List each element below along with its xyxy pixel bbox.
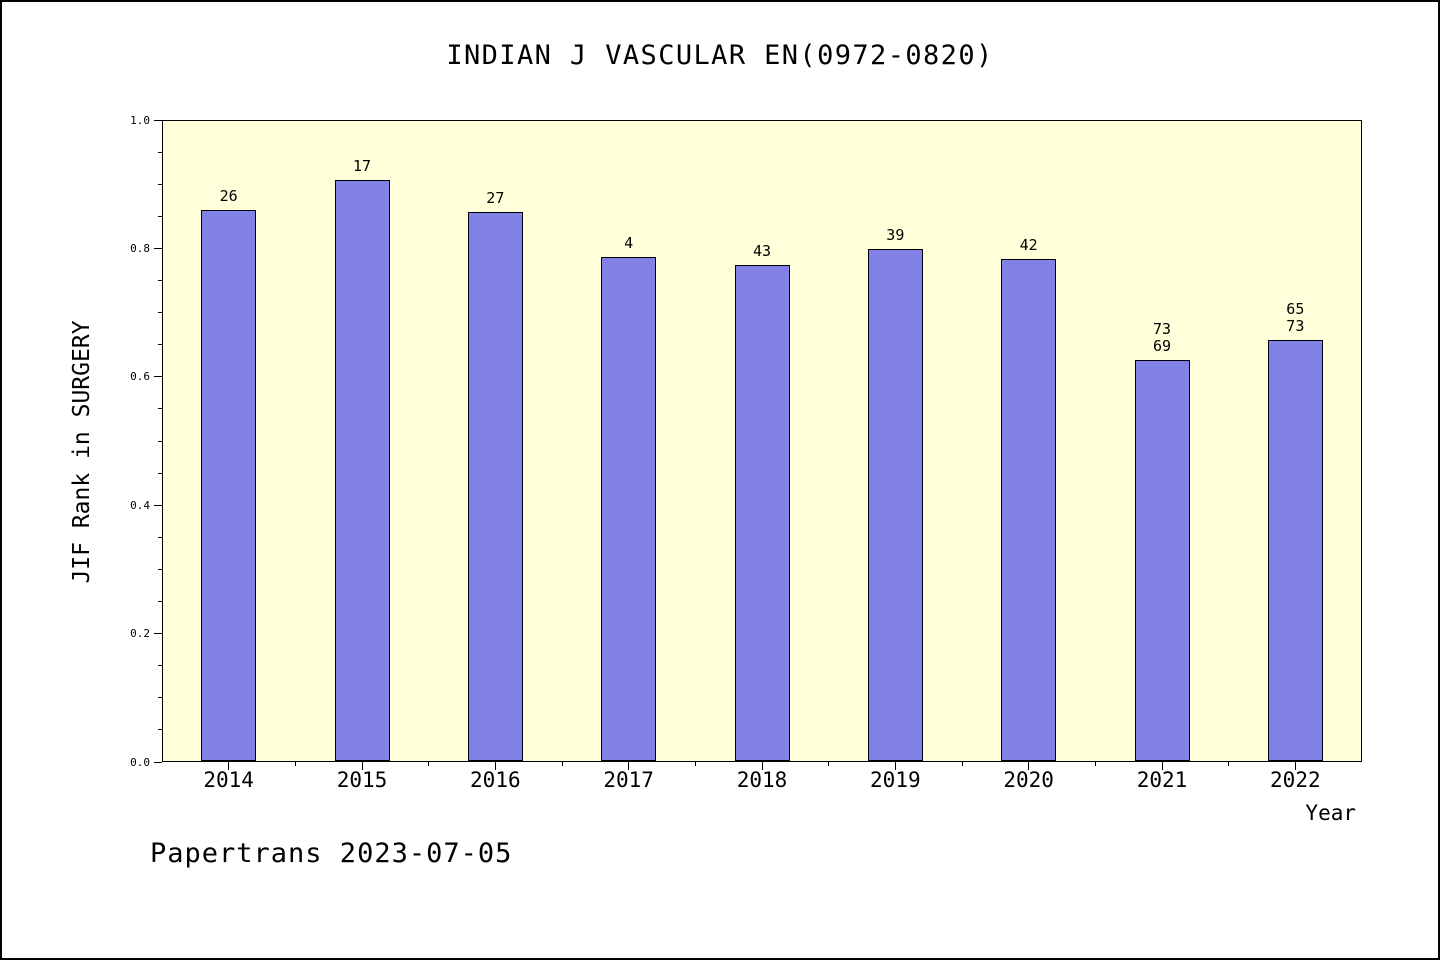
x-axis-tick-label: 2018: [736, 768, 788, 792]
y-axis-tick-label: 0.2: [130, 627, 150, 641]
bar-value-label: 73: [1286, 317, 1305, 336]
y-axis-major-tick: [154, 761, 162, 763]
y-axis-tick-label: 1.0: [130, 113, 150, 127]
x-axis-minor-tick: [561, 762, 563, 766]
bar-value-label: 17: [352, 156, 372, 175]
x-axis-major-tick: [494, 762, 496, 770]
bar: [201, 209, 257, 761]
bar-value-label: 42: [1019, 236, 1038, 255]
x-axis-tick-label: 2016: [470, 768, 521, 792]
x-axis-label: Year: [1305, 801, 1356, 825]
x-axis-major-tick: [1161, 762, 1163, 770]
x-axis-minor-tick: [694, 762, 696, 766]
y-axis-minor-tick: [158, 183, 162, 185]
x-axis-minor-tick: [428, 762, 430, 766]
y-axis-major-tick: [154, 633, 162, 635]
x-axis-minor-tick: [1094, 762, 1096, 766]
bar: [601, 257, 657, 761]
watermark-date: Papertrans 2023-07-05: [150, 838, 513, 869]
y-axis-minor-tick: [158, 440, 162, 442]
x-axis-major-tick: [361, 762, 363, 770]
y-axis-minor-tick: [158, 344, 162, 346]
y-axis-major-tick: [154, 247, 162, 249]
y-axis-major-tick: [154, 376, 162, 378]
chart-title: INDIAN J VASCULAR EN(0972-0820): [446, 40, 994, 71]
bar: [734, 265, 790, 761]
y-axis-minor-tick: [158, 697, 162, 699]
x-axis-tick-label: 2019: [870, 768, 921, 792]
bar-value-label: 27: [486, 188, 505, 207]
y-axis-minor-tick: [158, 665, 162, 667]
y-axis-minor-tick: [158, 215, 162, 217]
y-axis-minor-tick: [158, 280, 162, 281]
x-axis-minor-tick: [1228, 762, 1230, 766]
y-axis-tick-label: 0.0: [130, 755, 150, 769]
y-axis-tick-label: 0.8: [130, 241, 150, 255]
x-axis-major-tick: [894, 762, 896, 770]
x-axis-major-tick: [1028, 762, 1030, 770]
bar-value-label: 26: [219, 186, 238, 205]
y-axis-major-tick: [154, 119, 162, 121]
x-axis-tick-label: 2021: [1136, 768, 1188, 792]
y-axis-tick-label: 0.6: [130, 370, 150, 384]
x-axis-tick-label: 2020: [1003, 768, 1054, 792]
bar: [1134, 360, 1190, 761]
y-axis-major-tick: [154, 504, 162, 506]
x-axis-minor-tick: [961, 762, 963, 766]
bar-value-label: 65: [1286, 300, 1305, 319]
x-axis-tick-label: 2022: [1270, 768, 1321, 792]
bar: [1001, 259, 1057, 761]
x-axis-minor-tick: [828, 762, 830, 766]
x-axis-minor-tick: [294, 762, 296, 766]
bar-value-label: 43: [752, 242, 772, 261]
y-axis-minor-tick: [158, 408, 162, 410]
bar-value-label: 4: [624, 234, 634, 253]
bar: [334, 179, 390, 761]
x-axis-major-tick: [228, 762, 230, 770]
x-axis-tick-label: 2017: [603, 768, 654, 792]
x-axis-major-tick: [628, 762, 630, 770]
x-axis-major-tick: [761, 762, 763, 770]
y-axis-minor-tick: [158, 536, 162, 538]
bar-value-label: 69: [1152, 337, 1172, 356]
bar: [467, 211, 523, 761]
y-axis-label: JIF Rank in SURGERY: [69, 320, 95, 584]
bar: [867, 249, 923, 761]
y-axis-minor-tick: [158, 472, 162, 474]
y-axis-minor-tick: [158, 568, 162, 570]
x-axis-major-tick: [1294, 762, 1296, 770]
bar-value-label: 39: [886, 226, 905, 245]
bar: [1267, 340, 1323, 761]
x-axis-tick-label: 2015: [336, 768, 388, 792]
y-axis-minor-tick: [158, 312, 162, 314]
y-axis-minor-tick: [158, 729, 162, 731]
y-axis-tick-label: 0.4: [130, 498, 150, 512]
bar-value-label: 73: [1152, 320, 1172, 339]
x-axis-tick-label: 2014: [203, 768, 254, 792]
y-axis-minor-tick: [158, 601, 162, 602]
y-axis-minor-tick: [158, 151, 162, 153]
